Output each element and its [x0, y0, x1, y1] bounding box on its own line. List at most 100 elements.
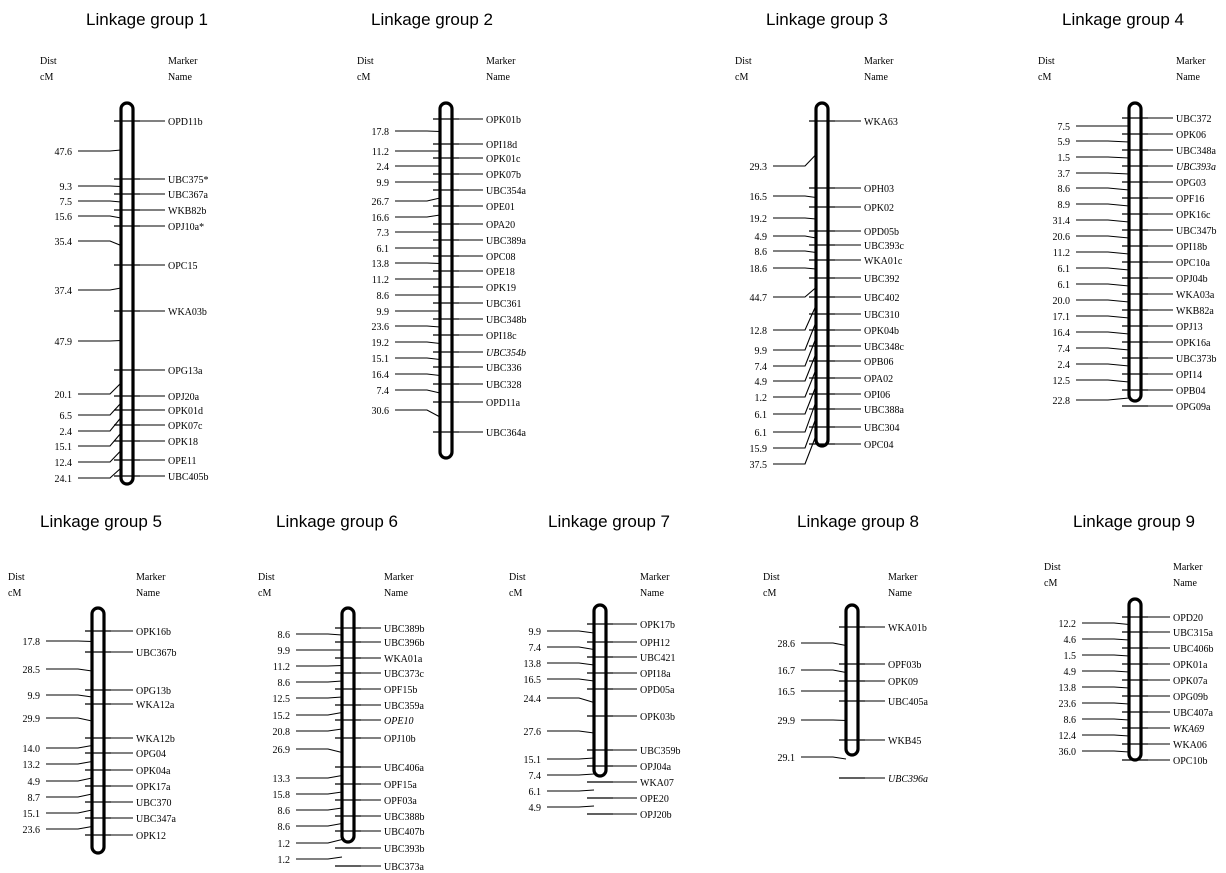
linkage-group-title: Linkage group 2 [371, 10, 493, 29]
marker-label: OPI18c [486, 331, 517, 342]
distance-value: 9.9 [278, 646, 291, 657]
marker-label: OPK18 [168, 437, 198, 448]
marker-label: WKA07 [640, 778, 674, 789]
distance-line [1082, 622, 1130, 626]
distance-value: 17.1 [1053, 312, 1071, 323]
distance-value: 4.6 [1064, 635, 1077, 646]
distance-value: 47.6 [55, 147, 73, 158]
dist-header: Dist [763, 572, 780, 583]
marker-label: OPK09 [888, 677, 918, 688]
marker-header: Marker [384, 572, 414, 583]
distance-line [78, 240, 122, 247]
marker-label: OPK16c [1176, 210, 1211, 221]
distance-value: 4.9 [755, 377, 768, 388]
marker-label: UBC389b [384, 624, 425, 635]
marker-label: UBC347a [136, 814, 177, 825]
distance-value: 16.5 [778, 687, 796, 698]
marker-header: Marker [486, 56, 516, 67]
distance-value: 17.8 [23, 637, 41, 648]
distance-value: 6.1 [1058, 280, 1071, 291]
distance-value: 2.4 [377, 162, 390, 173]
distance-value: 15.6 [55, 212, 73, 223]
distance-line [773, 385, 817, 415]
marker-label: OPJ20a [168, 392, 200, 403]
marker-label: UBC347b [1176, 226, 1217, 237]
distance-value: 6.5 [60, 411, 73, 422]
marker-unit-header: Name [384, 588, 408, 599]
marker-label: UBC393a [1176, 162, 1216, 173]
distance-line [1076, 347, 1130, 351]
chromosome-bar [438, 101, 454, 460]
marker-label: OPF03b [888, 660, 921, 671]
marker-label: OPK07c [168, 421, 203, 432]
distance-value: 6.1 [755, 428, 768, 439]
marker-unit-header: Name [864, 72, 888, 83]
distance-value: 6.1 [377, 244, 390, 255]
distance-line [46, 777, 93, 782]
distance-value: 20.0 [1053, 296, 1071, 307]
distance-line [773, 435, 817, 465]
marker-unit-header: Name [168, 72, 192, 83]
distance-value: 8.6 [278, 678, 291, 689]
distance-value: 8.6 [278, 806, 291, 817]
distance-line [296, 838, 343, 844]
distance-line [395, 197, 441, 202]
distance-line [46, 694, 93, 698]
distance-value: 13.2 [23, 760, 41, 771]
marker-label: WKA12b [136, 734, 175, 745]
distance-value: 20.6 [1053, 232, 1071, 243]
marker-label: OPI18b [1176, 242, 1207, 253]
distance-value: 6.1 [529, 787, 542, 798]
marker-label: WKA03a [1176, 290, 1215, 301]
distance-value: 16.5 [750, 192, 768, 203]
marker-label: UBC396a [888, 774, 928, 785]
marker-label: OPG09b [1173, 692, 1208, 703]
distance-value: 20.1 [55, 390, 73, 401]
distance-value: 7.3 [377, 228, 390, 239]
marker-label: OPI18a [640, 669, 671, 680]
distance-value: 6.1 [755, 410, 768, 421]
distance-value: 44.7 [750, 293, 768, 304]
distance-value: 7.4 [755, 362, 768, 373]
marker-label: UBC359a [384, 701, 425, 712]
marker-label: OPG04 [136, 749, 166, 760]
distance-line [1076, 203, 1130, 207]
marker-label: UBC364a [486, 428, 527, 439]
distance-line [46, 640, 93, 643]
distance-line [1076, 251, 1130, 255]
distance-value: 28.5 [23, 665, 41, 676]
marker-label: OPD11b [168, 117, 203, 128]
distance-line [547, 678, 595, 682]
marker-label: OPH03 [864, 184, 894, 195]
distance-line [1076, 187, 1130, 191]
marker-label: UBC373b [1176, 354, 1217, 365]
marker-label: UBC405a [888, 697, 929, 708]
distance-line [547, 789, 595, 792]
chromosome-bar [90, 606, 106, 855]
marker-label: OPK07a [1173, 676, 1208, 687]
distance-value: 31.4 [1053, 216, 1071, 227]
distance-line [78, 450, 122, 463]
distance-value: 7.5 [60, 197, 73, 208]
marker-label: OPG03 [1176, 178, 1206, 189]
marker-label: WKA01b [888, 623, 927, 634]
distance-value: 17.8 [372, 127, 390, 138]
marker-label: UBC348a [1176, 146, 1217, 157]
linkage-group-5: Linkage group 5 Dist cM Marker Name OPK16b UBC… [8, 512, 177, 855]
distance-line [801, 669, 847, 674]
marker-header: Marker [136, 572, 166, 583]
marker-label: OPA20 [486, 220, 515, 231]
distance-line [1076, 397, 1130, 401]
distance-value: 15.1 [55, 442, 73, 453]
distance-line [78, 382, 122, 395]
distance-value: 16.5 [524, 675, 542, 686]
distance-value: 4.9 [1064, 667, 1077, 678]
distance-value: 9.9 [755, 346, 768, 357]
marker-label: UBC402 [864, 293, 900, 304]
distance-value: 27.6 [524, 727, 542, 738]
marker-header: Marker [168, 56, 198, 67]
distance-value: 4.9 [755, 232, 768, 243]
dist-header: Dist [258, 572, 275, 583]
marker-label: OPE20 [640, 794, 669, 805]
distance-value: 2.4 [1058, 360, 1071, 371]
